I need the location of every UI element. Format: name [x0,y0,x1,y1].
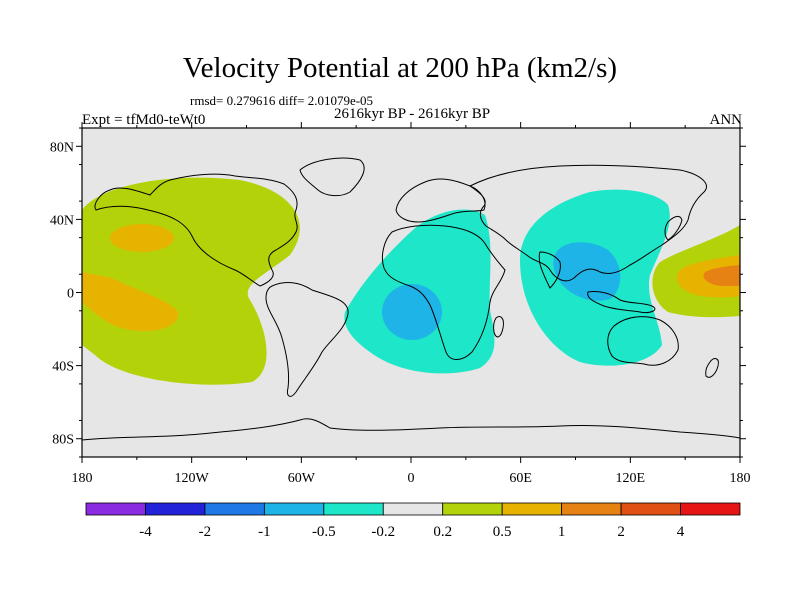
colorbar-swatch [620,502,681,516]
coast-africa [381,224,506,360]
coast-asia [469,164,707,282]
longitude-axis: 180 120W 60W 0 60E 120E 180 [72,122,751,486]
colorbar-label: -4 [139,524,152,540]
colorbar-swatch [263,502,325,516]
colorbar-label: 1 [558,524,566,540]
lon-label: 180 [730,471,751,486]
colorbar-label: 2 [617,524,625,540]
colorbar-label: -1 [258,524,271,540]
colorbar: -4 -2 -1 -0.5 -0.2 0.2 0.5 1 2 4 [85,502,741,540]
colorbar-swatch [442,502,503,516]
contour-layer [82,157,740,441]
colorbar-label: 0.5 [493,524,512,540]
maritime-continent-minimum [553,242,621,301]
coast-new-zealand [705,358,719,378]
coast-japan [664,215,683,241]
colorbar-label: 0.2 [433,524,452,540]
latitude-axis: 80N 40N 0 40S 80S [50,127,746,458]
coast-europe [395,178,486,223]
stats-text: rmsd= 0.279616 diff= 2.01079e-05 [190,93,374,108]
lat-label: 40S [52,360,74,375]
congo-minimum [382,284,442,340]
colorbar-label: -0.5 [312,524,336,540]
colorbar-swatch [680,502,741,516]
colorbar-label: -0.2 [371,524,395,540]
tropical-pacific-max [82,272,179,332]
lat-label: 40N [50,213,74,228]
coast-greenland [299,157,365,197]
colorbar-swatch [382,502,444,516]
colorbar-swatch [323,502,384,516]
coast-antarctica [82,418,740,441]
lat-label: 80S [52,433,74,448]
lon-label: 60E [509,471,532,486]
coast-madagascar [493,315,504,338]
coastlines [82,157,740,441]
lon-label: 180 [72,471,93,486]
colorbar-swatch [501,502,563,516]
east-pacific-peak [703,265,740,286]
lon-label: 0 [408,471,415,486]
experiment-label: Expt = tfMd0-teWt0 [82,112,206,128]
lat-label: 0 [67,287,74,302]
coast-north-america [94,173,298,287]
colorbar-swatch [85,502,146,516]
lon-label: 120E [616,471,646,486]
period-label: 2616kyr BP - 2616kyr BP [333,106,491,122]
coast-india [538,251,561,289]
coast-australia [607,316,679,366]
coast-south-america [265,282,349,397]
colorbar-label: 4 [677,524,685,540]
lon-label: 120W [175,471,210,486]
colorbar-swatch [561,502,622,516]
lat-label: 80N [50,140,74,155]
north-pacific-max [110,224,174,252]
colorbar-swatch [145,502,206,516]
lon-label: 60W [288,471,316,486]
page-title: Velocity Potential at 200 hPa (km2/s) [182,52,618,84]
colorbar-label: -2 [199,524,212,540]
season-label: ANN [709,112,743,128]
colorbar-swatch [204,502,265,516]
coast-indonesia [587,291,656,313]
